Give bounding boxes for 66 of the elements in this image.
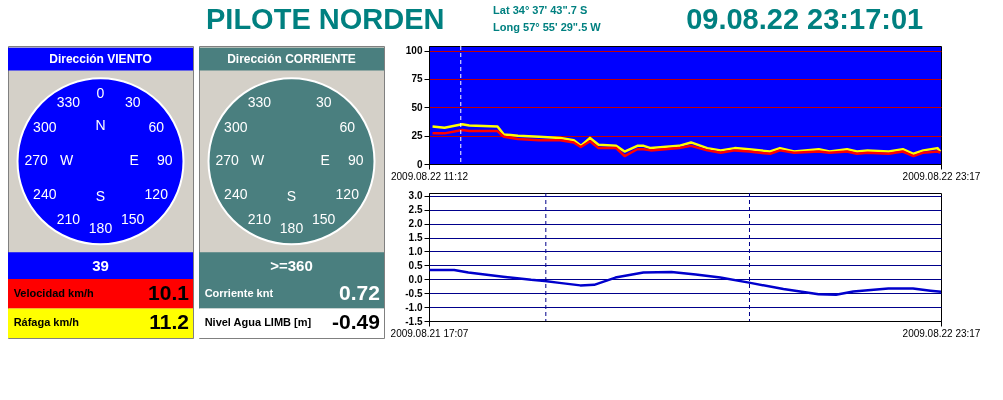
category-label: 240 — [224, 185, 248, 202]
y-tick-label: 2.0 — [408, 218, 423, 230]
text: 11.2 — [149, 310, 189, 334]
category-label: 300 — [224, 118, 248, 135]
category-label: 180 — [279, 219, 304, 236]
text: >=360 — [270, 256, 313, 274]
text: Ráfaga km/h — [13, 316, 80, 329]
category-label: E — [320, 152, 330, 169]
y-tick-label: -0.5 — [405, 287, 423, 299]
category-label: 60 — [148, 118, 165, 135]
category-label: W — [251, 152, 266, 169]
category-label: 60 — [339, 118, 356, 135]
text: 39 — [92, 256, 109, 274]
category-label: 30 — [124, 93, 141, 110]
category-label: 180 — [88, 219, 113, 236]
x-tick-label: 2009.08.22 23:17 — [902, 327, 981, 339]
y-tick-label: 100 — [405, 45, 423, 57]
y-tick-label: 25 — [411, 130, 423, 142]
category-label: 30 — [315, 93, 332, 110]
y-tick-label: 2.5 — [408, 204, 423, 216]
y-tick-label: 0.0 — [408, 273, 423, 285]
text: Velocidad km/h — [13, 286, 94, 299]
category-label: 330 — [56, 93, 81, 110]
category-label: 90 — [348, 152, 364, 169]
category-label: W — [60, 152, 75, 169]
category-label: 210 — [247, 210, 272, 227]
category-label: 150 — [120, 210, 145, 227]
category-label: S — [286, 187, 297, 204]
text: Dirección CORRIENTE — [227, 52, 356, 67]
text: PILOTE NORDEN — [206, 3, 445, 35]
text: 0.72 — [339, 280, 380, 304]
category-label: 270 — [24, 152, 49, 169]
text: 09.08.22 23:17:01 — [686, 3, 924, 35]
category-label: 120 — [144, 185, 169, 202]
category-label: 90 — [157, 152, 173, 169]
x-tick-label: 2009.08.22 23:17 — [902, 170, 981, 182]
text: Long 57° 55' 29".5 W — [493, 21, 602, 34]
y-tick-label: -1.5 — [405, 315, 423, 327]
text: Dirección VIENTO — [49, 52, 152, 67]
category-label: 300 — [33, 118, 57, 135]
category-label: N — [95, 116, 106, 133]
y-tick-label: 1.5 — [408, 232, 423, 244]
category-label: 270 — [215, 152, 240, 169]
category-label: E — [129, 152, 139, 169]
y-tick-label: -1.0 — [405, 301, 423, 313]
text: 10.1 — [148, 280, 190, 304]
category-label: 240 — [33, 185, 57, 202]
category-label: 120 — [335, 185, 360, 202]
y-tick-label: 75 — [411, 73, 423, 85]
x-tick-label: 2009.08.22 11:12 — [390, 170, 469, 182]
text: -0.49 — [332, 310, 380, 334]
y-tick-label: 50 — [411, 101, 423, 113]
text: Corriente knt — [204, 286, 274, 299]
category-label: 150 — [311, 210, 336, 227]
category-label: 0 — [96, 84, 105, 101]
category-label: S — [95, 187, 106, 204]
y-tick-label: 0.5 — [408, 259, 423, 271]
y-tick-label: 3.0 — [408, 190, 423, 202]
x-tick-label: 2009.08.21 17:07 — [390, 327, 469, 339]
y-tick-label: 1.0 — [408, 245, 423, 257]
y-tick-label: 0 — [416, 158, 423, 170]
line-series — [428, 268, 943, 297]
text: Nivel Agua LIMB [m] — [204, 316, 312, 329]
text: Lat 34° 37' 43".7 S — [493, 4, 588, 16]
category-label: 210 — [56, 210, 81, 227]
category-label: 330 — [247, 93, 272, 110]
